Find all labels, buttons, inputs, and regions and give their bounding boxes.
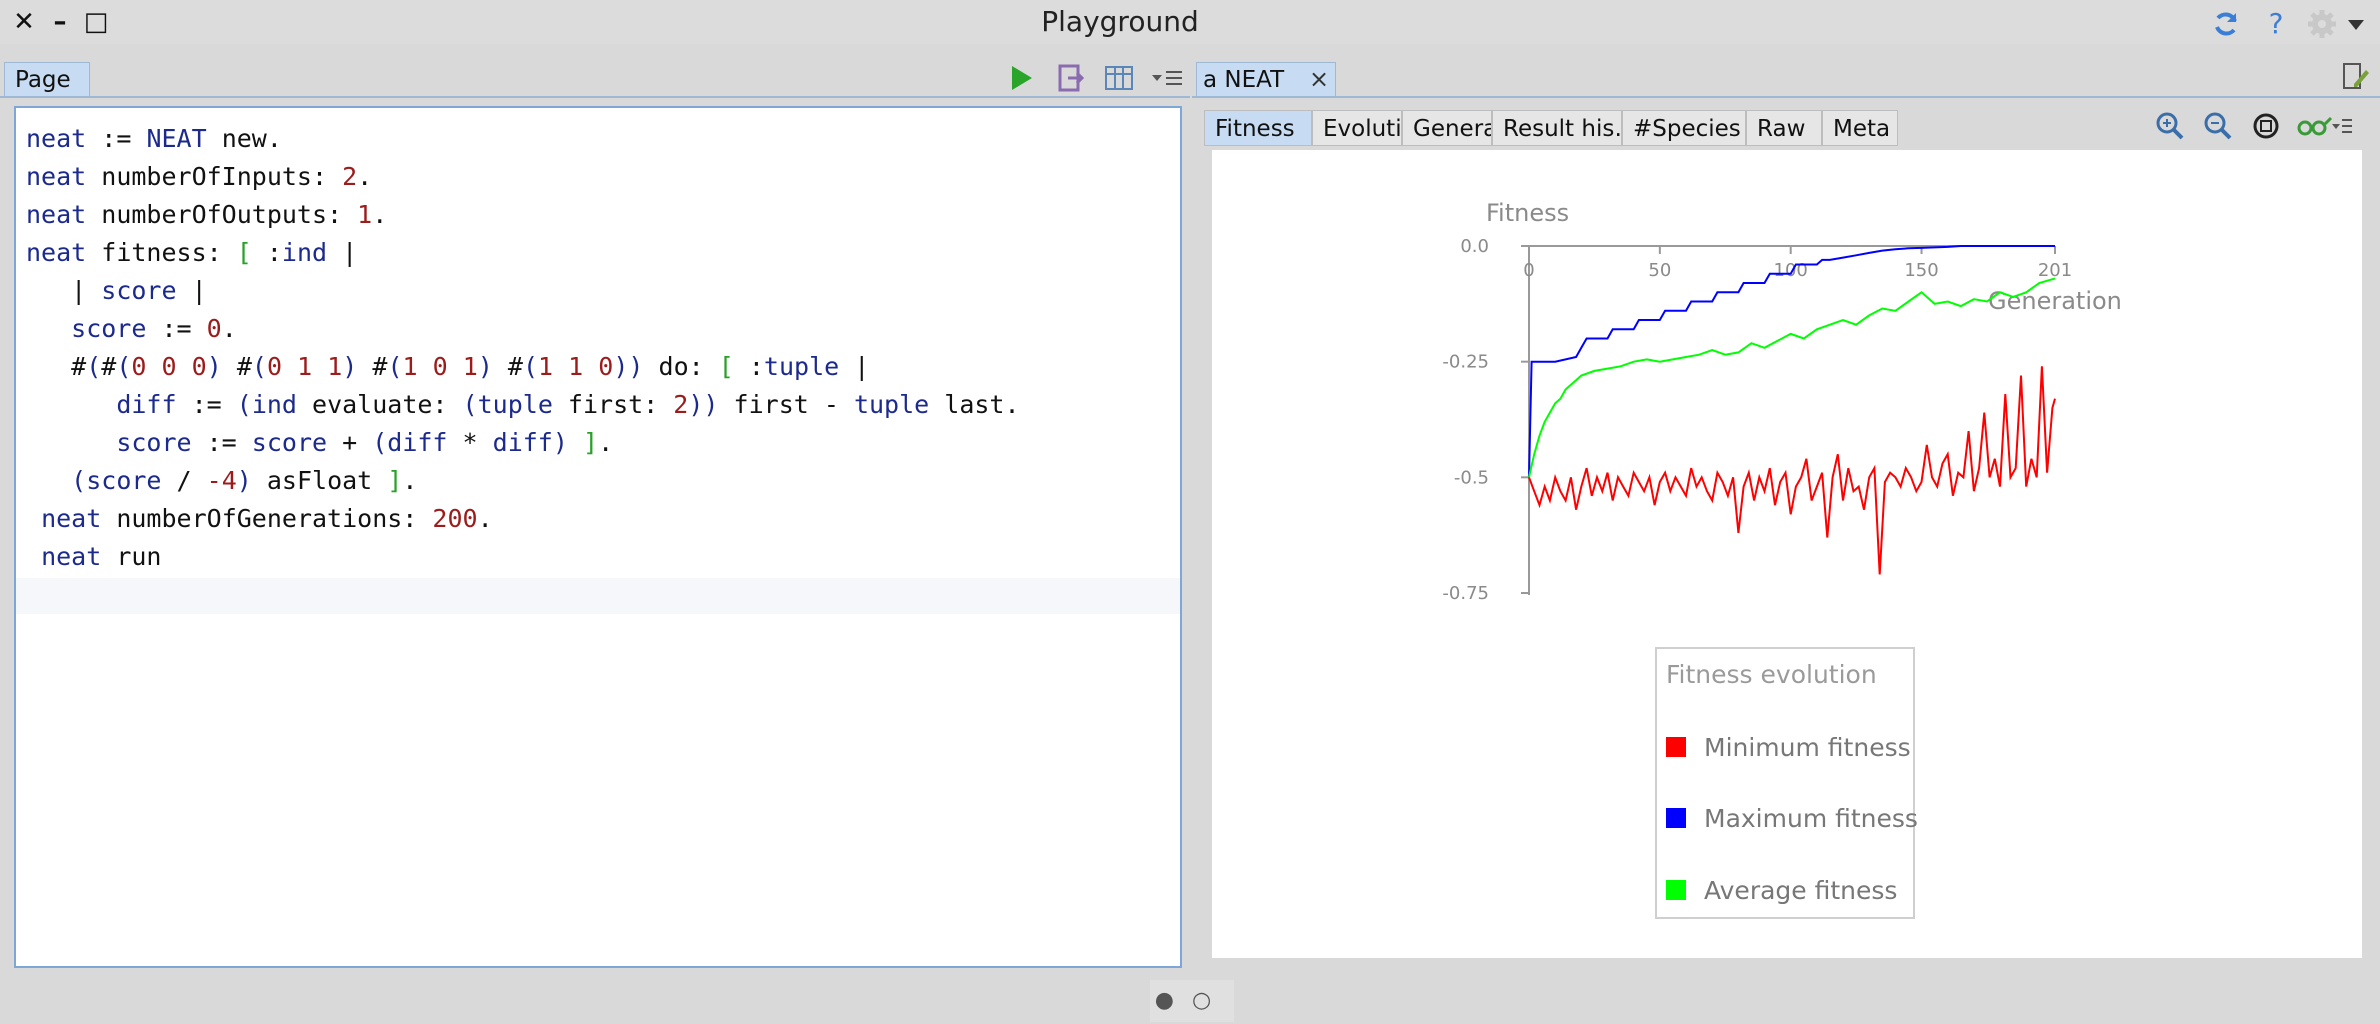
- zoom-out-button[interactable]: [2200, 110, 2236, 146]
- x-tick-label: 0: [1523, 260, 1534, 281]
- zoom-in-button[interactable]: [2152, 110, 2188, 146]
- tab-a-neat[interactable]: a NEAT: [1196, 62, 1336, 96]
- chart-legend: [1655, 647, 1915, 919]
- legend-label: Average fitness: [1704, 876, 1898, 905]
- window-menu-button[interactable]: [2340, 8, 2372, 40]
- y-tick-label: -0.25: [1442, 352, 1489, 373]
- refresh-icon: [2215, 12, 2237, 36]
- do-it-and-go-button[interactable]: [1056, 62, 1086, 94]
- edit-button[interactable]: [2340, 60, 2370, 94]
- legend-item-minimum: Minimum fitness: [1666, 730, 1911, 766]
- zoom-fit-icon: [2253, 113, 2279, 139]
- code-line: diff := (ind evaluate: (tuple first: 2))…: [116, 390, 1020, 419]
- divider: [1192, 96, 2380, 98]
- close-window-button[interactable]: ✕: [10, 8, 38, 36]
- divider: [0, 96, 1190, 98]
- view-options-button[interactable]: [2296, 110, 2352, 146]
- tab-page[interactable]: Page: [4, 62, 90, 96]
- chevron-down-icon: [2348, 20, 2364, 30]
- subtab-generatic[interactable]: Generatic…: [1402, 110, 1492, 146]
- minimize-icon: –: [53, 7, 67, 37]
- subtab-fitness[interactable]: Fitness: [1204, 110, 1312, 146]
- subtab-meta[interactable]: Meta: [1822, 110, 1898, 146]
- code-line: #(#(0 0 0) #(0 1 1) #(1 0 1) #(1 1 0)) d…: [26, 352, 870, 381]
- subtab-evolution[interactable]: Evolution: [1312, 110, 1402, 146]
- legend-swatch: [1666, 737, 1686, 757]
- x-tick-label: 50: [1648, 260, 1671, 281]
- settings-button[interactable]: [2306, 8, 2338, 40]
- legend-label: Maximum fitness: [1704, 804, 1918, 833]
- series-line-average: [1528, 277, 2056, 478]
- refresh-button[interactable]: [2210, 8, 2242, 40]
- close-icon: ✕: [13, 7, 35, 37]
- legend-swatch: [1666, 880, 1686, 900]
- fitness-chart: Fitness Generation 0 50 100 150 201 0.0 -0.25…: [1442, 199, 2122, 604]
- code-line: neat numberOfInputs: 2.: [26, 162, 373, 191]
- maximize-window-button[interactable]: □: [82, 8, 110, 36]
- y-axis-label: Fitness: [1486, 199, 1569, 227]
- code-line: neat numberOfGenerations: 200.: [41, 504, 493, 533]
- code-editor[interactable]: [14, 106, 1182, 968]
- x-tick-label: 150: [1904, 260, 1938, 281]
- code-line: neat := NEAT new.: [26, 124, 282, 153]
- y-tick-label: -0.75: [1442, 583, 1489, 604]
- legend-swatch: [1666, 808, 1686, 828]
- series-line-maximum: [1528, 245, 2055, 478]
- inspector-subtabs: FitnessEvolutionGeneratic…Result his…#Sp…: [1204, 110, 1898, 146]
- zoom-in-icon: [2156, 112, 2184, 140]
- subtab-result-his[interactable]: Result his…: [1492, 110, 1622, 146]
- x-tick-label: 100: [1774, 260, 1808, 281]
- legend-label: Minimum fitness: [1704, 733, 1911, 762]
- title-bar: [0, 0, 2380, 44]
- code-line: neat fitness: [ :ind |: [26, 238, 358, 267]
- code-line: neat run: [41, 542, 162, 571]
- run-button[interactable]: [1006, 62, 1036, 94]
- bindings-button[interactable]: [1104, 62, 1134, 94]
- subtab-species[interactable]: #Species: [1622, 110, 1746, 146]
- window-title: Playground: [1041, 5, 1199, 38]
- close-icon: ×: [1308, 65, 1330, 93]
- legend-title: Fitness evolution: [1666, 660, 1877, 689]
- code-line: score := 0.: [71, 314, 237, 343]
- legend-item-average: Average fitness: [1666, 873, 1897, 909]
- code-line: score := score + (diff * diff) ].: [116, 428, 614, 457]
- series-line-minimum: [1528, 366, 2056, 575]
- code-line: | score |: [26, 276, 207, 305]
- code-line: (score / -4) asFloat ].: [71, 466, 418, 495]
- legend-item-maximum: Maximum fitness: [1666, 801, 1918, 837]
- code-area[interactable]: neat := NEAT new. neat numberOfInputs: 2.…: [26, 120, 1020, 576]
- help-icon: ?: [2268, 7, 2284, 40]
- left-pane-menu-button[interactable]: [1150, 62, 1182, 94]
- maximize-icon: □: [83, 7, 109, 37]
- help-button[interactable]: ?: [2260, 8, 2292, 40]
- menu-icon: [1152, 71, 1182, 85]
- inspect-icon: [1105, 66, 1133, 90]
- minimize-window-button[interactable]: –: [46, 8, 74, 36]
- run-icon: [1012, 66, 1032, 90]
- output-icon: [1058, 64, 1085, 92]
- edit-icon: [2343, 63, 2369, 89]
- close-tab-button[interactable]: ×: [1306, 62, 1332, 96]
- gear-icon: [2308, 10, 2336, 38]
- x-axis-label: Generation: [1988, 287, 2122, 315]
- zoom-out-icon: [2204, 112, 2232, 140]
- subtab-raw[interactable]: Raw: [1746, 110, 1822, 146]
- pane-pager[interactable]: ●○: [1150, 980, 1234, 1022]
- y-tick-label: 0.0: [1460, 236, 1489, 257]
- current-line-highlight: [16, 578, 1180, 614]
- zoom-fit-button[interactable]: [2248, 110, 2284, 146]
- x-tick-label: 201: [2038, 260, 2072, 281]
- glasses-icon: [2297, 116, 2352, 136]
- y-tick-label: -0.5: [1454, 467, 1489, 488]
- code-line: neat numberOfOutputs: 1.: [26, 200, 388, 229]
